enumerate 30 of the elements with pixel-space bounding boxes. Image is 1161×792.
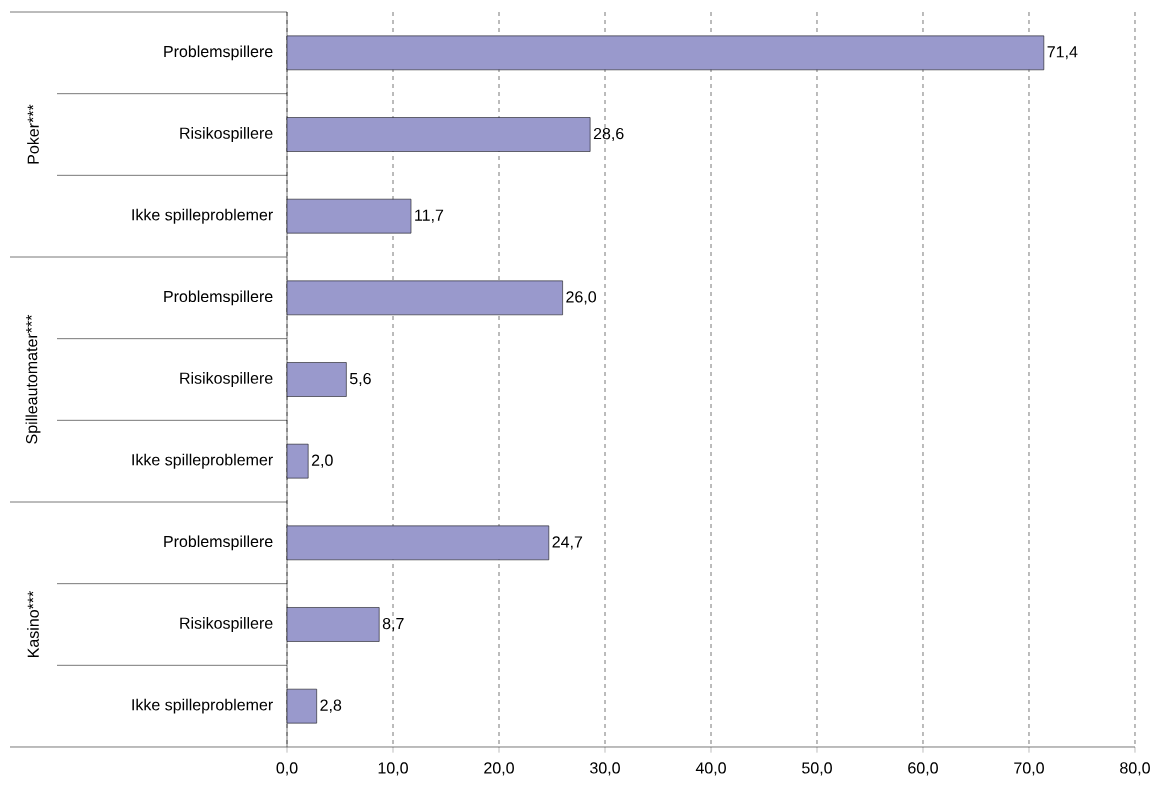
data-label: 24,7 — [552, 536, 583, 550]
x-tick-label: 60,0 — [908, 762, 938, 776]
data-label: 2,8 — [320, 699, 342, 713]
y-tick-label: Problemspillere — [164, 535, 273, 551]
x-tick-label: 50,0 — [802, 762, 832, 776]
text: Spilleautomater*** — [25, 314, 41, 444]
y-tick-label: Problemspillere — [164, 45, 273, 61]
data-label: 11,7 — [415, 209, 444, 223]
y-tick-label: Risikospillere — [180, 372, 273, 387]
x-tick-label: 10,0 — [378, 762, 408, 776]
y-tick-label: Problemspillere — [164, 290, 273, 306]
x-tick-label: 0,0 — [276, 762, 298, 776]
data-label: 71,4 — [1047, 46, 1078, 60]
x-tick-label: 70,0 — [1014, 762, 1044, 776]
data-label: 26,0 — [566, 291, 597, 305]
text: Poker*** — [27, 104, 39, 164]
text: Kasino*** — [27, 590, 39, 657]
data-label: 28,6 — [593, 127, 624, 142]
data-label: 8,7 — [382, 617, 404, 632]
y-tick-label: Risikospillere — [180, 127, 273, 142]
x-tick-label: 80,0 — [1120, 762, 1150, 776]
x-tick-label: 30,0 — [590, 762, 620, 776]
y-tick-label: Ikke spilleproblemer — [132, 208, 273, 224]
y-tick-label: Ikke spilleproblemer — [132, 453, 273, 469]
data-label: 2,0 — [311, 454, 333, 468]
data-label: 5,6 — [349, 372, 371, 387]
x-tick-label: 40,0 — [695, 762, 726, 776]
x-tick-label: 20,0 — [484, 762, 514, 776]
y-tick-label: Risikospillere — [180, 617, 273, 632]
y-tick-label: Ikke spilleproblemer — [132, 698, 273, 714]
